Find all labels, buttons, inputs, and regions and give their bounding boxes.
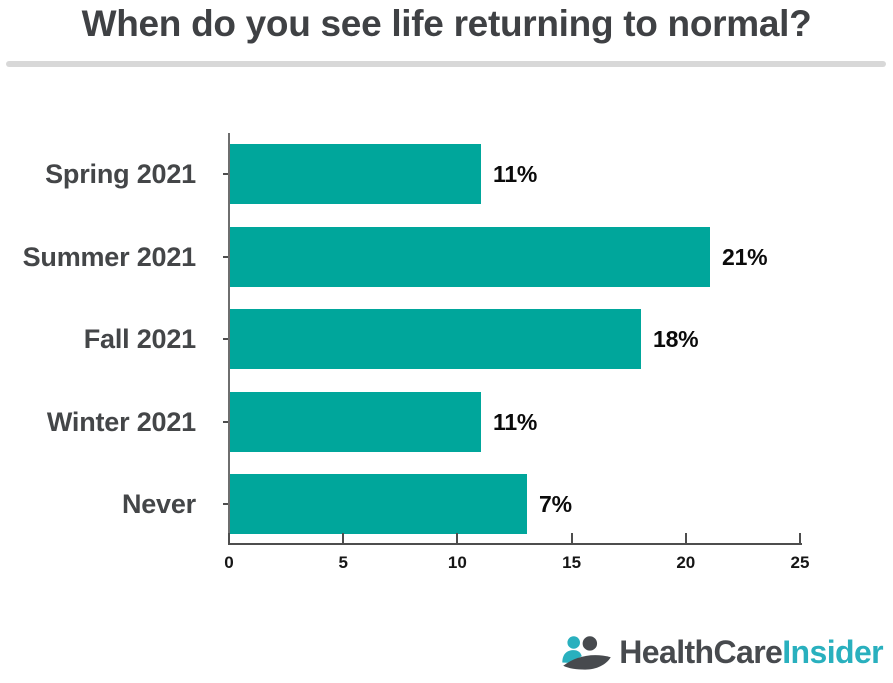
category-label: Fall 2021: [83, 324, 196, 354]
bar: [230, 474, 527, 534]
category-label: Winter 2021: [46, 406, 196, 437]
bar: [230, 226, 710, 287]
brand-name-secondary: Insider: [782, 633, 883, 670]
x-axis-line: [228, 543, 802, 545]
category-label: Never: [121, 489, 196, 519]
y-axis-line: [228, 133, 230, 545]
x-tick-label: 25: [790, 553, 810, 572]
x-axis-tick: [570, 533, 573, 543]
x-axis-tick: [228, 533, 230, 543]
bar: [230, 391, 481, 452]
category-label: Summer 2021: [22, 241, 197, 272]
value-label: 7%: [539, 491, 572, 517]
value-label: 11%: [493, 408, 538, 435]
value-label: 21%: [722, 243, 768, 270]
bar: [230, 309, 641, 369]
y-axis-tick: [223, 420, 228, 423]
x-axis-tick: [456, 533, 459, 543]
category-label: Spring 2021: [45, 159, 196, 189]
brand-name: HealthCareInsider: [619, 634, 883, 671]
y-axis-tick: [223, 338, 228, 340]
chart-title: When do you see life returning to normal…: [81, 3, 812, 44]
y-axis-tick: [223, 503, 228, 505]
y-axis-tick: [223, 255, 228, 258]
x-tick-label: 5: [338, 553, 348, 572]
bar: [230, 144, 481, 204]
value-label: 18%: [653, 326, 699, 352]
x-tick-label: 10: [447, 553, 467, 572]
x-axis-tick: [342, 533, 345, 543]
y-axis-tick: [223, 173, 228, 175]
x-axis-tick: [684, 533, 687, 543]
brand-logo: HealthCareInsider: [560, 633, 884, 671]
people-icon: [562, 636, 612, 670]
value-label: 11%: [493, 161, 538, 187]
x-tick-label: 20: [676, 553, 696, 572]
x-tick-label: 0: [224, 553, 234, 572]
x-tick-label: 15: [562, 553, 582, 572]
x-axis-tick: [799, 533, 801, 543]
title-divider: [6, 61, 886, 67]
brand-name-primary: HealthCare: [619, 633, 783, 670]
